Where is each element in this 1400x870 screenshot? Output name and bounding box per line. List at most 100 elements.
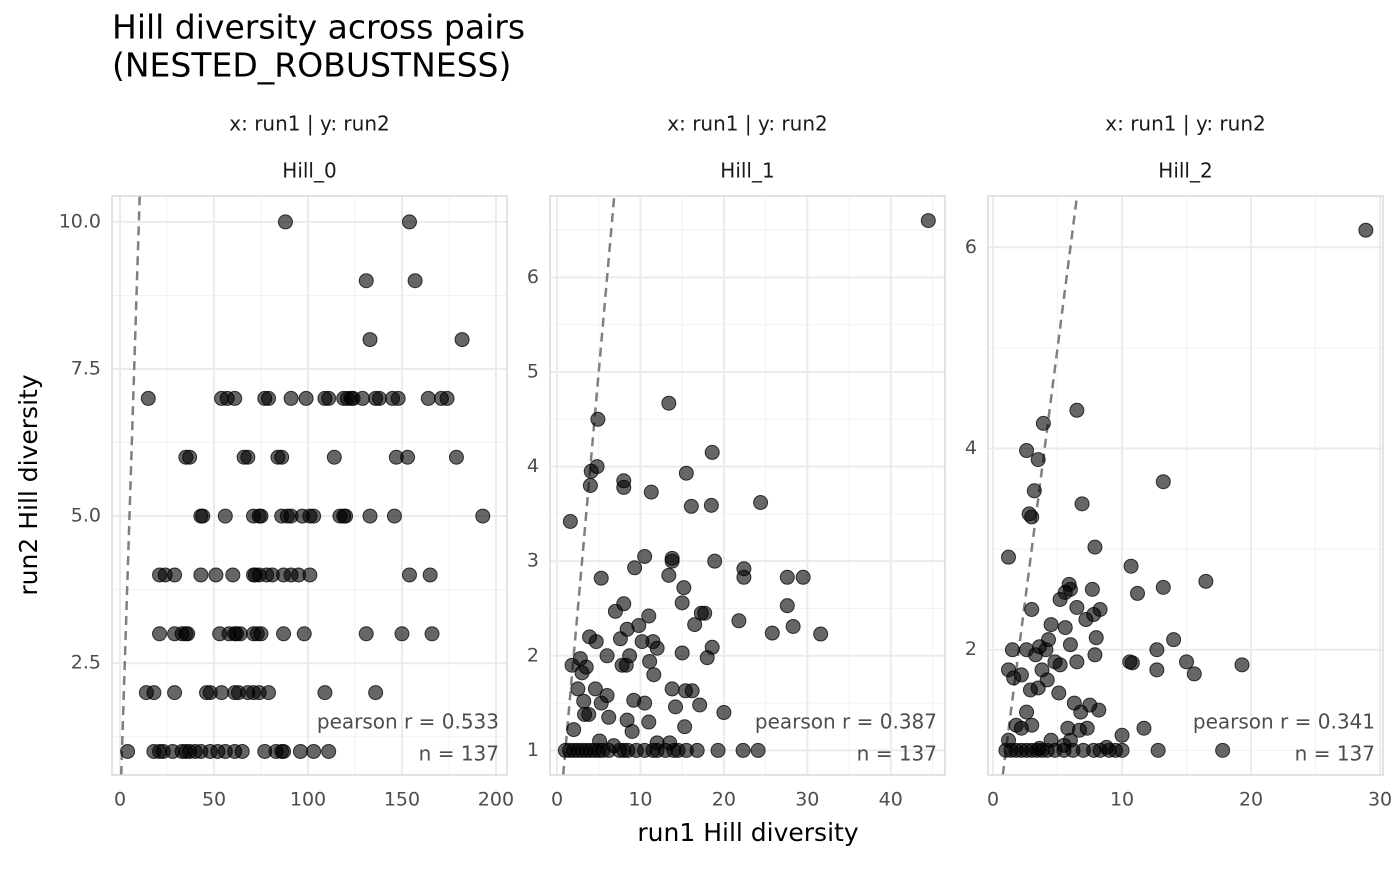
point	[475, 508, 491, 524]
point	[582, 478, 598, 493]
point	[1136, 720, 1152, 736]
point	[764, 625, 780, 641]
point	[664, 553, 680, 569]
point	[217, 508, 233, 524]
annotation: n = 137	[857, 742, 937, 766]
point	[779, 569, 795, 585]
point	[1056, 737, 1072, 753]
point	[1166, 632, 1182, 648]
point	[1123, 558, 1139, 574]
point	[637, 695, 653, 711]
point	[593, 570, 609, 586]
x-tick-label: 0	[114, 789, 126, 811]
strip-label: x: run1 | y: run2	[1105, 112, 1265, 136]
y-tick-label: 6	[527, 266, 539, 288]
point	[1013, 720, 1029, 736]
point	[813, 626, 829, 642]
x-axis-title: run1 Hill diversity	[637, 818, 858, 847]
point	[641, 608, 657, 624]
point	[1149, 642, 1165, 658]
point	[601, 709, 617, 725]
point	[306, 743, 322, 759]
point	[1006, 670, 1022, 686]
point	[1024, 601, 1040, 617]
point	[1099, 739, 1115, 755]
panel-label: Hill_2	[1158, 159, 1212, 183]
point	[562, 513, 578, 529]
point	[590, 411, 606, 427]
point	[1051, 685, 1067, 701]
point	[1087, 647, 1103, 663]
strip-label: x: run1 | y: run2	[667, 112, 827, 136]
x-tick-label: 10	[628, 789, 652, 811]
y-tick-label: 1	[527, 739, 539, 761]
point	[1155, 474, 1171, 490]
y-tick-label: 7.5	[71, 357, 101, 379]
x-tick-label: 30	[1368, 789, 1392, 811]
point	[614, 657, 630, 673]
point	[697, 605, 713, 621]
point	[736, 569, 752, 585]
plot-area	[988, 196, 1383, 775]
point	[401, 567, 417, 583]
point	[253, 508, 269, 524]
y-tick-label: 3	[527, 550, 539, 572]
point	[1052, 657, 1068, 673]
point	[1092, 601, 1108, 617]
y-tick-label: 4	[527, 455, 539, 477]
annotation: n = 137	[419, 742, 499, 766]
point	[676, 580, 692, 596]
x-tick-label: 20	[1239, 789, 1263, 811]
x-tick-label: 100	[290, 789, 326, 811]
chart-title: Hill diversity across pairs	[112, 8, 525, 47]
point	[566, 722, 582, 738]
annotation: pearson r = 0.387	[755, 710, 937, 734]
point	[577, 706, 593, 722]
point	[167, 685, 183, 701]
identity-line	[119, 196, 141, 775]
point	[1073, 704, 1089, 720]
point	[358, 626, 374, 642]
point	[274, 449, 290, 465]
point	[362, 332, 378, 348]
point	[321, 743, 337, 759]
point	[326, 449, 342, 465]
point	[152, 626, 168, 642]
point	[1087, 539, 1103, 555]
x-tick-label: 50	[202, 789, 226, 811]
point	[692, 697, 708, 713]
y-tick-label: 5	[527, 360, 539, 382]
point	[1234, 657, 1250, 673]
point	[667, 699, 683, 715]
point	[1149, 662, 1165, 678]
point	[599, 688, 615, 704]
point	[684, 683, 700, 699]
point	[570, 681, 586, 697]
point	[386, 508, 402, 524]
point	[400, 449, 416, 465]
panel-label: Hill_1	[720, 159, 774, 183]
point	[1004, 642, 1020, 658]
point	[1358, 222, 1374, 238]
point	[140, 390, 156, 406]
point	[1024, 509, 1040, 525]
point	[612, 631, 628, 647]
point	[1155, 579, 1171, 595]
point	[795, 569, 811, 585]
point	[661, 567, 677, 583]
y-axis-title: run2 Hill diversity	[14, 374, 43, 595]
point	[407, 273, 423, 289]
point	[1035, 415, 1051, 431]
panel-border	[987, 195, 1384, 776]
point	[368, 685, 384, 701]
point	[354, 390, 370, 406]
strip-label: x: run1 | y: run2	[229, 112, 389, 136]
point	[1031, 740, 1047, 756]
panel-border	[111, 195, 508, 776]
point	[253, 626, 269, 642]
point	[674, 645, 690, 661]
point	[678, 465, 694, 481]
point	[225, 567, 241, 583]
x-tick-label: 0	[987, 789, 999, 811]
